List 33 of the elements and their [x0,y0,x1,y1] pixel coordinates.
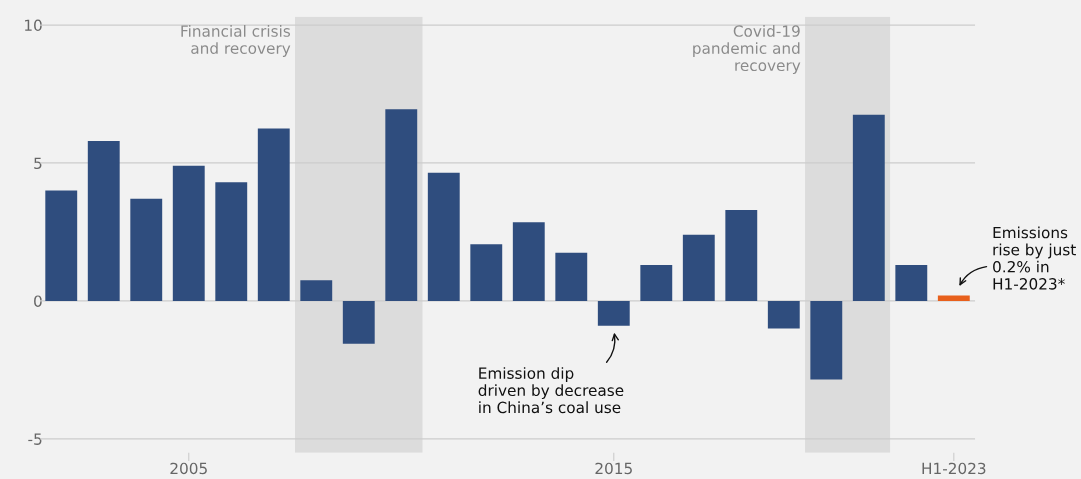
bar [342,300,375,344]
bar [257,128,290,301]
y-tick-label: 5 [34,157,42,169]
bar [87,140,120,301]
x-tick-label: H1-2023 [922,462,986,475]
bar [300,280,333,301]
bar [512,222,545,301]
band-label: Financial crisis and recovery [181,25,291,57]
x-tick-label: 2005 [170,462,207,475]
annotation: Emissions rise by just 0.2% in H1-2023* [993,226,1076,290]
bar [172,165,205,301]
bar [215,182,248,301]
bar [810,300,843,380]
y-tick-label: -5 [28,433,42,445]
bar [767,300,800,329]
bar [937,295,970,301]
bar [130,198,163,301]
bar [682,234,715,301]
band-label: Covid-19 pandemic and recovery [693,25,801,75]
annotation: Emission dip driven by decrease in China’s coal use [478,367,624,414]
bar [385,109,418,301]
bar [470,244,503,301]
bar [597,300,630,326]
bar [852,114,885,301]
bar [555,252,588,301]
bar [640,265,673,301]
y-tick-label: 10 [25,19,42,32]
bar [895,265,928,301]
bar [45,190,78,301]
bar [725,209,758,301]
y-tick-label: 0 [34,295,42,307]
x-tick-label: 2015 [595,462,632,475]
bar [427,172,460,301]
